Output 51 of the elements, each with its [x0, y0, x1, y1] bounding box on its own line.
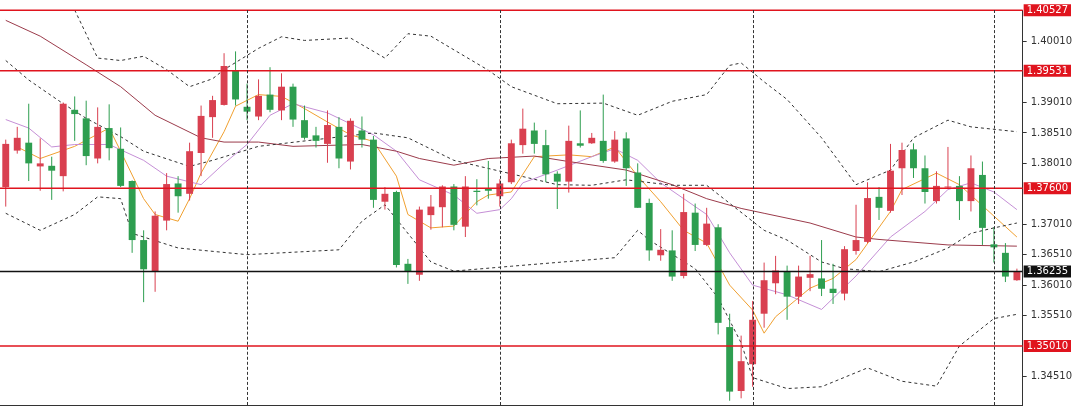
ref-line-label: 1.39531	[1026, 64, 1069, 76]
candlestick	[427, 194, 435, 231]
y-tick-label: 1.36010	[1030, 278, 1073, 290]
candlestick	[381, 186, 389, 211]
candlestick	[438, 184, 446, 228]
line-series	[5, 60, 1018, 273]
candlestick	[818, 239, 826, 297]
y-tick-label: 1.38510	[1030, 126, 1073, 138]
candlestick	[795, 265, 803, 305]
ref-line-label: 1.40527	[1026, 4, 1069, 16]
candlestick	[657, 228, 665, 262]
candlestick	[324, 109, 331, 164]
y-tick-label: 1.34510	[1030, 369, 1073, 381]
candlestick	[36, 137, 44, 192]
candlestick	[71, 95, 79, 142]
candlestick	[576, 109, 584, 149]
ref-line-label: 1.36235	[1026, 265, 1069, 277]
candlestick	[312, 126, 320, 149]
candlestick	[174, 175, 182, 214]
candlestick	[703, 207, 711, 247]
y-tick-label: 1.36510	[1030, 248, 1073, 260]
candlestick	[530, 122, 538, 155]
candlestick	[301, 105, 308, 141]
candlestick	[1001, 242, 1009, 283]
candlestick	[910, 142, 917, 179]
candlestick	[519, 108, 527, 155]
ref-line-label: 1.35010	[1026, 340, 1069, 352]
candlestick	[553, 170, 561, 210]
candlestick	[13, 126, 21, 155]
candlestick	[105, 103, 113, 161]
candlestick	[484, 160, 492, 200]
y-tick-label: 1.38010	[1030, 156, 1073, 168]
y-tick-label: 1.39010	[1030, 96, 1073, 108]
candlestick	[599, 94, 607, 164]
candlestick	[278, 72, 285, 121]
candlestick	[209, 95, 217, 139]
candlestick	[772, 255, 780, 295]
candlestick	[25, 103, 33, 182]
y-tick-label: 1.35510	[1030, 309, 1073, 321]
candlestick	[956, 175, 963, 221]
ref-line-label: 1.37600	[1026, 182, 1069, 194]
y-tick-label: 1.37010	[1030, 217, 1073, 229]
candlestick	[806, 255, 814, 292]
candlestick	[255, 78, 262, 121]
candlestick	[829, 263, 837, 305]
y-tick-label: 1.40010	[1030, 35, 1073, 47]
candlestick	[990, 226, 998, 264]
candlestick	[611, 130, 619, 164]
line-series	[5, 196, 1018, 390]
candlestick	[48, 156, 56, 201]
candlestick	[933, 170, 940, 205]
